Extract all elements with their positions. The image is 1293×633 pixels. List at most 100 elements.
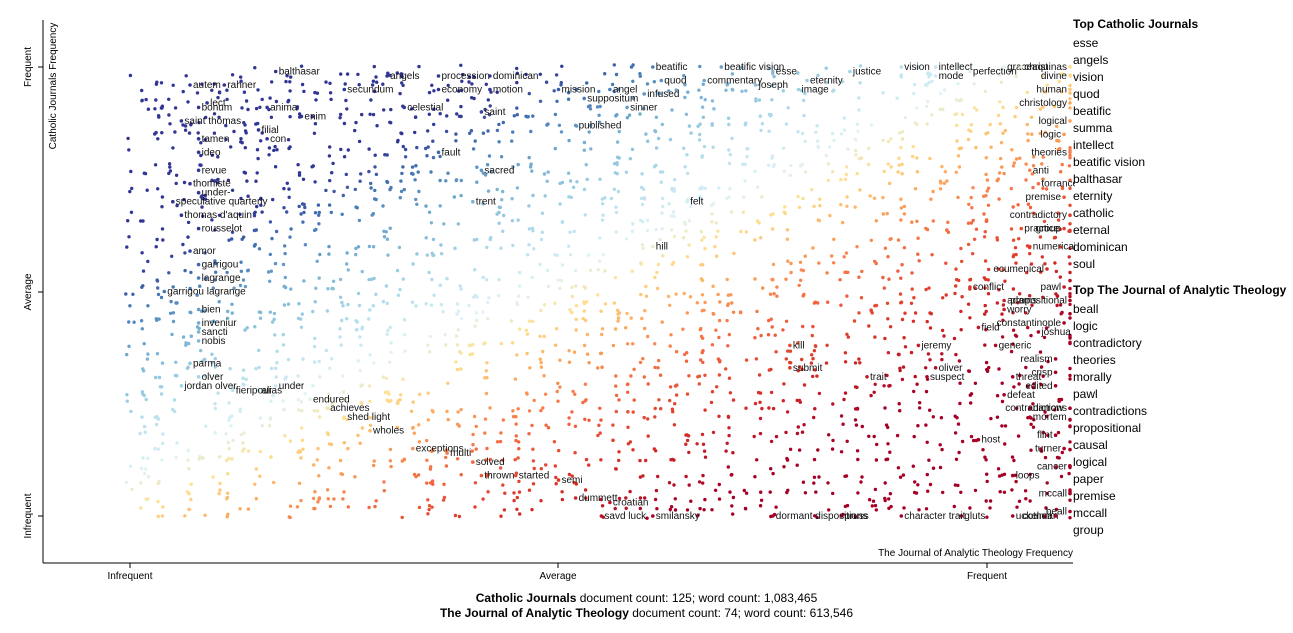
term-point[interactable] [1068, 341, 1072, 345]
term-point[interactable] [388, 187, 392, 192]
catholic-term[interactable]: vision [1073, 70, 1104, 84]
term-point[interactable] [283, 244, 287, 248]
term-point[interactable] [600, 332, 604, 337]
term-point[interactable] [717, 497, 722, 501]
term-point[interactable] [599, 497, 603, 502]
term-point[interactable] [566, 171, 571, 175]
term-point[interactable] [744, 491, 749, 495]
term-point[interactable] [174, 456, 178, 460]
term-point[interactable] [816, 448, 820, 452]
term-point[interactable] [688, 295, 693, 299]
term-point[interactable] [139, 506, 143, 510]
term-point[interactable] [418, 392, 422, 397]
term-point[interactable] [228, 367, 232, 371]
term-point[interactable] [226, 440, 230, 445]
term-point[interactable] [273, 333, 277, 337]
term-point[interactable] [484, 458, 488, 462]
term-point[interactable] [912, 91, 916, 96]
analytic-term[interactable]: premise [1073, 489, 1116, 503]
term-point[interactable] [656, 474, 660, 479]
term-point[interactable] [345, 72, 350, 76]
term-point[interactable] [325, 309, 330, 313]
term-point[interactable] [156, 514, 160, 519]
term-point[interactable] [857, 357, 861, 361]
term-point[interactable] [983, 89, 987, 94]
term-point[interactable] [381, 204, 385, 208]
term-point[interactable] [1039, 270, 1043, 274]
term-point[interactable] [428, 467, 433, 471]
term-point[interactable] [600, 504, 605, 508]
term-point[interactable] [239, 269, 244, 273]
term-point[interactable] [987, 267, 991, 272]
labeled-term-point[interactable] [788, 343, 792, 348]
labeled-term-point[interactable] [179, 119, 184, 123]
term-label[interactable]: rousselot [202, 224, 243, 235]
term-point[interactable] [410, 300, 415, 304]
term-point[interactable] [243, 123, 247, 127]
term-point[interactable] [431, 139, 435, 143]
term-point[interactable] [571, 389, 575, 394]
term-point[interactable] [459, 317, 464, 321]
term-point[interactable] [927, 286, 931, 290]
term-point[interactable] [346, 302, 350, 307]
term-point[interactable] [926, 99, 930, 104]
term-point[interactable] [217, 213, 222, 217]
term-label[interactable]: crisp [1031, 367, 1053, 378]
term-point[interactable] [753, 238, 757, 242]
term-point[interactable] [1028, 499, 1032, 503]
term-point[interactable] [827, 433, 831, 437]
term-point[interactable] [401, 83, 405, 88]
term-point[interactable] [654, 488, 659, 493]
term-point[interactable] [225, 88, 229, 92]
term-point[interactable] [624, 496, 628, 500]
term-point[interactable] [282, 303, 287, 307]
labeled-term-point[interactable] [796, 87, 801, 92]
term-point[interactable] [900, 377, 905, 382]
term-point[interactable] [973, 381, 978, 385]
term-point[interactable] [740, 65, 744, 70]
term-point[interactable] [698, 194, 702, 198]
term-point[interactable] [387, 360, 392, 364]
term-point[interactable] [729, 473, 733, 477]
term-point[interactable] [531, 193, 535, 198]
term-label[interactable]: anima [270, 102, 298, 113]
term-point[interactable] [925, 319, 929, 324]
term-point[interactable] [772, 74, 776, 79]
term-point[interactable] [983, 343, 987, 347]
term-point[interactable] [417, 64, 421, 69]
term-point[interactable] [753, 169, 757, 174]
term-point[interactable] [788, 360, 792, 365]
term-point[interactable] [384, 376, 388, 380]
term-point[interactable] [138, 431, 142, 436]
term-point[interactable] [755, 185, 760, 189]
term-point[interactable] [767, 318, 771, 323]
term-point[interactable] [318, 252, 322, 257]
term-point[interactable] [253, 482, 257, 486]
term-point[interactable] [281, 262, 286, 267]
term-point[interactable] [381, 375, 385, 379]
term-point[interactable] [724, 88, 728, 93]
term-point[interactable] [673, 178, 677, 182]
term-point[interactable] [327, 392, 331, 396]
term-point[interactable] [427, 507, 431, 512]
term-point[interactable] [617, 450, 621, 454]
term-point[interactable] [900, 130, 905, 134]
term-point[interactable] [614, 467, 618, 471]
term-point[interactable] [774, 434, 779, 439]
term-point[interactable] [256, 121, 260, 126]
term-point[interactable] [430, 83, 434, 88]
term-point[interactable] [311, 496, 316, 501]
term-point[interactable] [1011, 287, 1016, 291]
analytic-term[interactable]: morally [1073, 370, 1112, 384]
term-point[interactable] [638, 112, 642, 116]
term-point[interactable] [269, 366, 274, 371]
term-point[interactable] [927, 75, 931, 79]
term-point[interactable] [843, 504, 848, 509]
term-point[interactable] [698, 327, 703, 332]
term-label[interactable]: divine [1041, 71, 1068, 82]
term-point[interactable] [356, 359, 360, 363]
labeled-term-point[interactable] [196, 226, 201, 231]
term-point[interactable] [843, 351, 848, 355]
term-point[interactable] [759, 333, 763, 338]
term-point[interactable] [910, 220, 914, 224]
